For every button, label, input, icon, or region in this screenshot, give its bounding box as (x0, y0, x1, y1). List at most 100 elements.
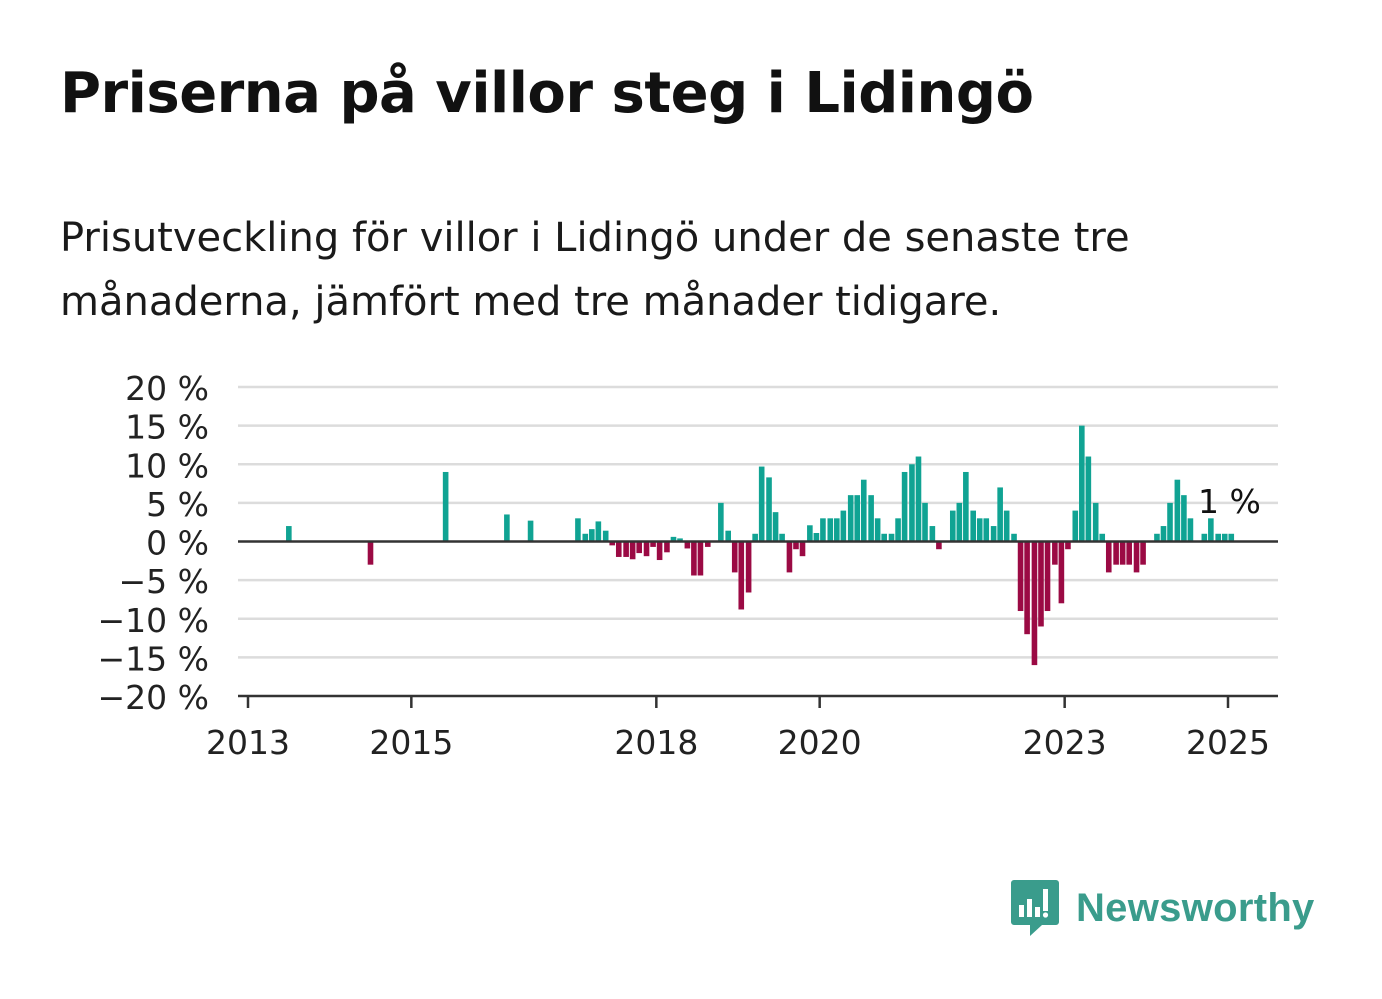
bar (738, 541, 745, 610)
bar (793, 541, 799, 550)
brand-name: Newsworthy (1076, 885, 1315, 930)
bar (1208, 518, 1214, 542)
bar (595, 521, 602, 542)
bar (949, 510, 956, 542)
bar (1187, 518, 1194, 542)
newsworthy-logo-icon (1011, 880, 1059, 936)
bar (691, 541, 697, 576)
bar (997, 487, 1003, 542)
bar (956, 502, 963, 542)
x-tick-label: 2018 (614, 723, 698, 762)
bar (786, 541, 793, 573)
bar (1119, 541, 1126, 565)
bar (827, 518, 834, 542)
bar (650, 541, 656, 547)
bar (847, 495, 854, 542)
bar (1215, 533, 1221, 542)
bar (976, 518, 983, 542)
y-tick-label: 0 % (146, 524, 209, 563)
bar (813, 533, 820, 542)
y-tick-label: 20 % (125, 369, 209, 408)
bar (1113, 541, 1119, 565)
bar (1058, 541, 1065, 604)
bar (643, 541, 650, 557)
bar (840, 510, 847, 542)
bar (504, 514, 510, 542)
bar (1085, 456, 1092, 542)
bar (901, 471, 908, 542)
bar (367, 541, 374, 565)
bar (915, 456, 922, 542)
bar (731, 541, 738, 573)
bar (1126, 541, 1132, 565)
bar (1181, 495, 1187, 542)
bar (442, 471, 449, 542)
bar (589, 529, 595, 542)
y-tick-label: −5 % (119, 562, 210, 601)
chart-subtitle: Prisutveckling för villor i Lidingö unde… (60, 215, 1130, 325)
x-tick-label: 2025 (1186, 723, 1270, 762)
bar (888, 533, 895, 542)
y-tick-label: −15 % (98, 639, 210, 678)
bar (1017, 541, 1024, 612)
chart-title: Priserna på villor steg i Lidingö (60, 61, 1034, 126)
bar (970, 510, 976, 542)
bar (615, 541, 622, 557)
bar (1052, 541, 1058, 565)
bar (799, 541, 806, 557)
bar (1105, 541, 1112, 573)
bars (286, 425, 1235, 666)
last-value-label: 1 % (1198, 482, 1261, 521)
bar (854, 495, 861, 542)
x-tick-label: 2020 (778, 723, 862, 762)
bar (779, 533, 785, 542)
bar (664, 541, 670, 553)
bar (1072, 510, 1079, 542)
bar (684, 541, 691, 549)
bar (623, 541, 629, 557)
bar (670, 536, 677, 542)
bar (609, 541, 616, 546)
x-tick-label: 2013 (206, 723, 290, 762)
bar (1038, 541, 1044, 627)
x-tick-label: 2023 (1023, 723, 1107, 762)
bar (1092, 502, 1099, 542)
bar (1024, 541, 1030, 635)
bar (656, 541, 663, 561)
bar (1031, 541, 1038, 666)
x-tick-label: 2015 (369, 723, 453, 762)
bar (1140, 541, 1146, 565)
axes (238, 540, 1278, 708)
y-tick-label: 10 % (125, 446, 209, 485)
bar (1160, 526, 1167, 542)
y-tick-label: 15 % (125, 408, 209, 447)
y-tick-label: 5 % (146, 485, 209, 524)
bar (575, 518, 581, 542)
bar (1167, 502, 1173, 542)
tick-labels: 20 %15 %10 %5 %0 %−5 %−10 %−15 %−20 % 201… (98, 369, 1270, 762)
y-tick-label: −20 % (98, 678, 210, 717)
bar (895, 518, 901, 542)
bar (834, 518, 840, 542)
bar (1221, 533, 1228, 542)
bar (772, 512, 779, 542)
grid-lines (238, 385, 1278, 659)
bar (1011, 533, 1017, 542)
bar (990, 526, 997, 542)
bar (636, 541, 642, 554)
bar (745, 541, 752, 593)
bar (286, 526, 292, 542)
bar (1174, 479, 1181, 542)
bar (1099, 533, 1106, 542)
bar (1133, 541, 1140, 573)
bar (629, 541, 636, 560)
bar (602, 530, 609, 542)
bar (881, 533, 887, 542)
bar (874, 518, 881, 542)
bar (704, 541, 711, 547)
bar-chart: 20 %15 %10 %5 %0 %−5 %−10 %−15 %−20 % 201… (98, 369, 1278, 762)
bar (1044, 541, 1051, 612)
bar (677, 538, 683, 542)
bar (718, 502, 724, 542)
bar (752, 533, 758, 542)
